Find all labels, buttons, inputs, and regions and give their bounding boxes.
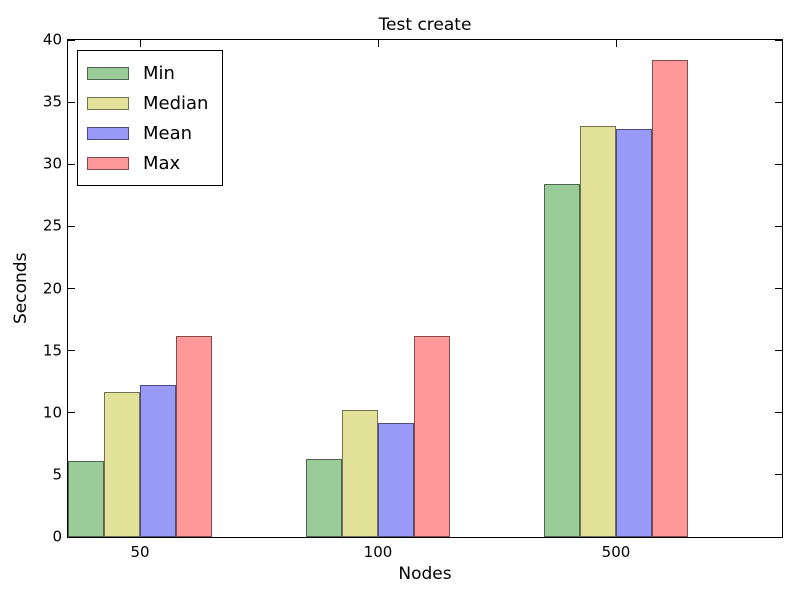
bar-max-50 <box>176 336 212 537</box>
y-tick-mark <box>68 536 75 538</box>
bar-min-500 <box>544 184 580 537</box>
bar-max-100 <box>414 336 450 537</box>
x-tick-mark <box>377 40 379 47</box>
y-tick-label: 5 <box>52 465 62 484</box>
y-tick-mark <box>775 39 782 41</box>
legend-swatch-median <box>87 96 129 110</box>
y-tick-mark <box>68 163 75 165</box>
bar-median-100 <box>342 410 378 537</box>
y-tick-mark <box>775 163 782 165</box>
legend-swatch-max <box>87 156 129 170</box>
legend: Min Median Mean Max <box>77 50 224 186</box>
bar-min-100 <box>306 459 342 537</box>
y-tick-mark <box>68 412 75 414</box>
legend-swatch-min <box>87 66 129 80</box>
y-tick-label: 15 <box>42 341 62 360</box>
x-tick-label: 100 <box>363 543 393 561</box>
x-axis-label: Nodes <box>398 564 452 584</box>
legend-label-mean: Mean <box>143 122 193 144</box>
legend-item-max: Max <box>87 148 208 178</box>
legend-item-min: Min <box>87 58 208 88</box>
y-tick-mark <box>68 288 75 289</box>
y-tick-mark <box>775 474 782 476</box>
y-tick-label: 10 <box>42 403 62 422</box>
bar-mean-500 <box>616 129 652 537</box>
bar-mean-50 <box>140 385 176 537</box>
legend-item-median: Median <box>87 88 208 118</box>
legend-label-median: Median <box>143 92 209 114</box>
bar-mean-100 <box>378 423 414 537</box>
chart-title: Test create <box>378 15 472 35</box>
y-tick-mark <box>775 536 782 538</box>
bar-median-500 <box>580 126 616 537</box>
legend-label-max: Max <box>143 152 181 174</box>
y-tick-mark <box>68 350 75 352</box>
bar-min-50 <box>68 461 104 537</box>
bar-median-50 <box>104 392 140 537</box>
y-tick-label: 30 <box>42 154 62 173</box>
y-tick-label: 40 <box>42 30 62 49</box>
y-tick-mark <box>775 101 782 103</box>
plot-area: Min Median Mean Max <box>67 39 783 538</box>
y-tick-mark <box>775 350 782 352</box>
legend-swatch-mean <box>87 126 129 140</box>
x-tick-mark <box>615 40 617 47</box>
y-tick-mark <box>68 101 75 103</box>
y-tick-mark <box>68 225 75 227</box>
y-tick-mark <box>775 288 782 289</box>
x-tick-label: 500 <box>601 543 631 561</box>
y-tick-label: 0 <box>52 527 62 546</box>
y-tick-mark <box>775 225 782 227</box>
legend-label-min: Min <box>143 62 175 84</box>
y-tick-label: 20 <box>42 279 62 297</box>
y-tick-label: 35 <box>42 92 62 111</box>
x-tick-label: 50 <box>130 543 150 561</box>
bar-max-500 <box>652 60 688 537</box>
legend-item-mean: Mean <box>87 118 208 148</box>
x-tick-mark <box>139 40 141 47</box>
y-tick-mark <box>68 39 75 41</box>
y-tick-label: 25 <box>42 216 62 235</box>
y-tick-mark <box>775 412 782 414</box>
